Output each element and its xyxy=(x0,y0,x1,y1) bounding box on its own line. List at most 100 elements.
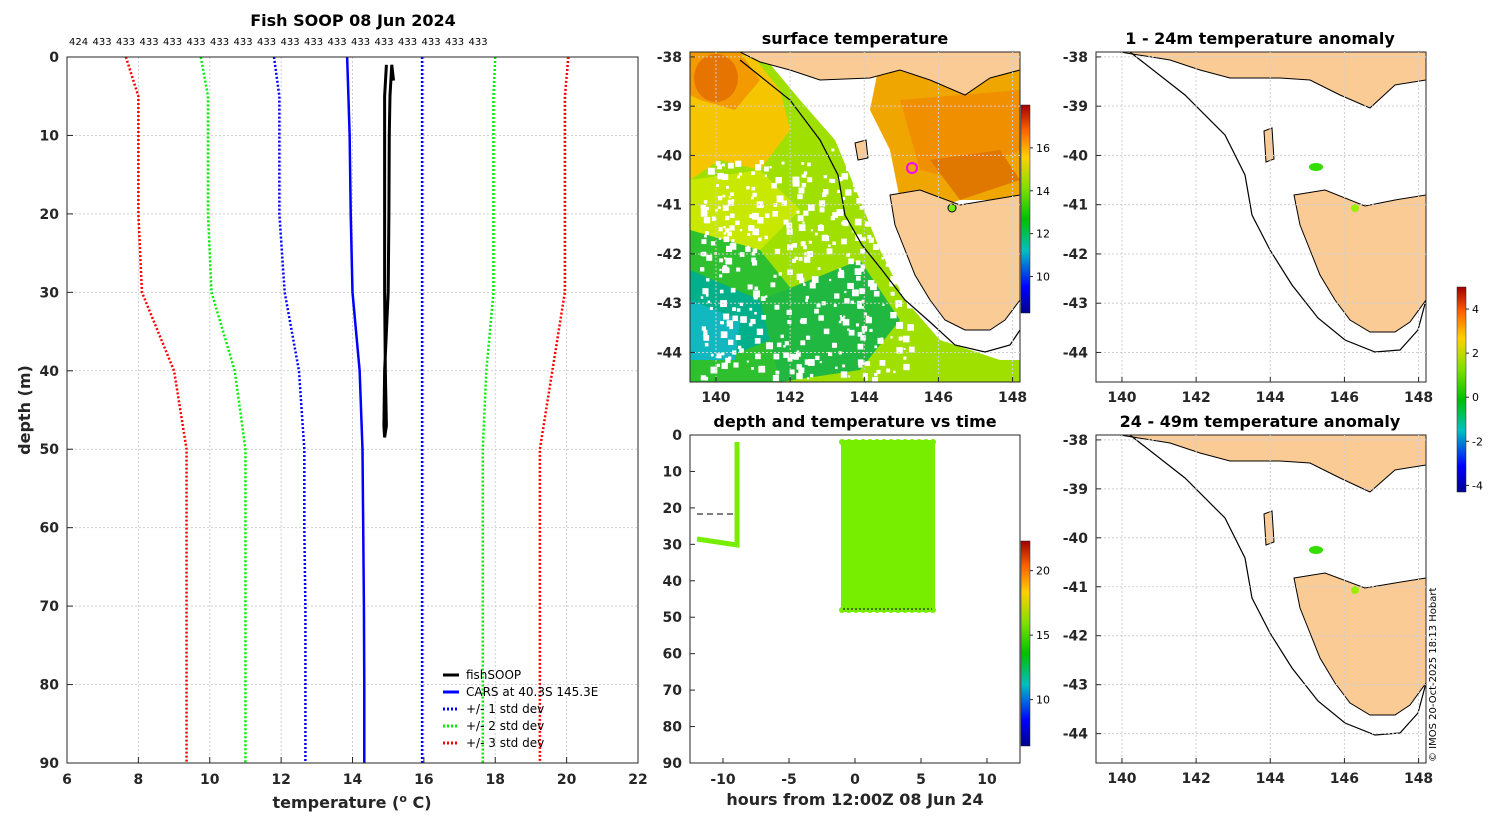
sst-cloud-pixel xyxy=(752,212,759,220)
sst-cloud-pixel xyxy=(701,326,707,331)
sst-cloud-pixel xyxy=(700,204,706,210)
sst-cloud-pixel xyxy=(730,287,736,293)
sst-cloud-pixel xyxy=(759,160,764,165)
timeseries-dot xyxy=(916,439,922,445)
sst-cloud-pixel xyxy=(756,216,764,224)
sst-cloud-pixel xyxy=(797,194,803,200)
timeseries-panel: depth and temperature vs time -10 -5 0 5 10 0… xyxy=(663,412,1050,809)
map-x-tick-label: 140 xyxy=(1107,390,1136,406)
sst-cloud-pixel xyxy=(760,296,766,301)
sst-cloud-pixel xyxy=(861,268,865,272)
sst-cloud-pixel xyxy=(831,148,835,152)
sst-cloud-pixel xyxy=(835,366,838,370)
sst-cloud-pixel xyxy=(865,316,872,324)
sst-cloud-pixel xyxy=(731,239,735,243)
sst-cloud-pixel xyxy=(723,232,727,235)
sst-cloud-pixel xyxy=(706,278,710,282)
sst-cloud-pixel xyxy=(802,224,805,227)
timeseries-second-block xyxy=(841,440,935,612)
sst-cloud-pixel xyxy=(821,192,827,198)
sst-cloud-pixel xyxy=(776,178,781,183)
sst-cloud-pixel xyxy=(728,162,734,169)
sst-cloud-pixel xyxy=(869,189,873,193)
sst-cloud-pixel xyxy=(704,342,709,347)
sst-cloud-pixel xyxy=(838,351,842,355)
legend-label-3std: +/- 3 std dev xyxy=(466,736,544,750)
sst-cloud-pixel xyxy=(730,192,734,197)
sst-cloud-pixel xyxy=(800,241,806,247)
sst-cloud-pixel xyxy=(727,231,732,237)
sst-cloud-pixel xyxy=(834,81,840,86)
sst-cloud-pixel xyxy=(863,181,867,186)
sst-cloud-pixel xyxy=(807,177,813,183)
profile-x-tick-label: 10 xyxy=(200,772,220,788)
sst-cloud-pixel xyxy=(786,222,793,229)
sst-cloud-pixel xyxy=(892,181,897,185)
sst-cloud-pixel xyxy=(797,215,804,222)
colorbar-tick-label: 20 xyxy=(1036,565,1050,578)
sst-cloud-pixel xyxy=(837,189,841,194)
timeseries-data xyxy=(696,439,936,613)
map-x-tick-label: 140 xyxy=(1107,771,1136,787)
map-y-tick-label: -42 xyxy=(657,247,682,263)
sst-cloud-pixel xyxy=(809,282,816,289)
sst-cloud-pixel xyxy=(858,363,863,368)
timeseries-y-tick-label: 10 xyxy=(663,464,683,480)
sst-cloud-pixel xyxy=(715,161,721,167)
timeseries-y-tick-label: 90 xyxy=(663,756,683,772)
sst-cloud-pixel xyxy=(906,303,913,309)
anomaly-colorbar-ticks: 4 2 0 -2 -4 xyxy=(1466,303,1483,492)
timeseries-y-tick-label: 0 xyxy=(672,428,682,444)
sst-cloud-pixel xyxy=(870,283,877,291)
sst-cloud-pixel xyxy=(807,162,811,167)
sst-cloud-pixel xyxy=(783,352,789,358)
sst-cloud-pixel xyxy=(758,365,766,373)
map-y-tick-label: -38 xyxy=(1063,433,1088,449)
profile-count-label: 433 xyxy=(140,37,159,48)
sst-cloud-pixel xyxy=(811,276,819,283)
sst-cloud-pixel xyxy=(739,348,744,353)
profile-legend: fishSOOP CARS at 40.3S 145.3E +/- 1 std … xyxy=(443,668,598,750)
map-x-tick-label: 142 xyxy=(1181,390,1210,406)
sst-cloud-pixel xyxy=(848,258,854,265)
sst-cloud-pixel xyxy=(803,245,807,250)
sst-cloud-pixel xyxy=(831,342,837,348)
profile-x-tick-label: 6 xyxy=(62,772,72,788)
sst-cloud-pixel xyxy=(807,359,815,366)
sst-cloud-pixel xyxy=(801,174,805,178)
map-x-tick-label: 146 xyxy=(924,390,953,406)
sst-cloud-pixel xyxy=(786,309,792,316)
profile-y-tick-label: 10 xyxy=(40,128,60,144)
sst-cloud-pixel xyxy=(903,356,907,360)
sst-cloud-pixel xyxy=(856,276,861,281)
sst-cloud-pixel xyxy=(860,248,865,254)
map-x-tick-label: 142 xyxy=(1181,771,1210,787)
timeseries-dot xyxy=(909,607,915,613)
sst-cloud-pixel xyxy=(906,261,909,264)
profile-x-tick-label: 16 xyxy=(414,772,433,788)
sst-cloud-pixel xyxy=(752,248,758,253)
sst-cloud-pixel xyxy=(722,205,729,212)
sst-cloud-pixel xyxy=(846,253,850,257)
sst-cloud-pixel xyxy=(805,299,809,302)
sst-cloud-pixel xyxy=(881,257,884,260)
sst-cloud-pixel xyxy=(829,178,833,183)
sst-cloud-pixel xyxy=(867,235,872,239)
sst-cloud-pixel xyxy=(875,199,879,203)
sst-cloud-pixel xyxy=(724,267,730,274)
anomaly-lower-map xyxy=(1096,435,1426,763)
profile-series-line-1 xyxy=(345,56,366,763)
sst-cloud-pixel xyxy=(705,231,709,235)
sst-cloud-pixel xyxy=(901,294,906,298)
anomaly-lower-land-tasmania xyxy=(1293,572,1426,716)
sst-cloud-pixel xyxy=(806,377,810,380)
sst-cloud-pixel xyxy=(704,234,707,238)
sst-cloud-pixel xyxy=(765,295,768,298)
timeseries-dot xyxy=(930,439,936,445)
sst-cloud-pixel xyxy=(842,220,849,227)
sst-cloud-pixel xyxy=(707,300,711,304)
profile-count-label: 433 xyxy=(163,37,182,48)
sst-cloud-pixel xyxy=(792,176,800,184)
profile-y-tick-label: 80 xyxy=(40,678,60,694)
sst-cloud-pixel xyxy=(731,199,735,203)
